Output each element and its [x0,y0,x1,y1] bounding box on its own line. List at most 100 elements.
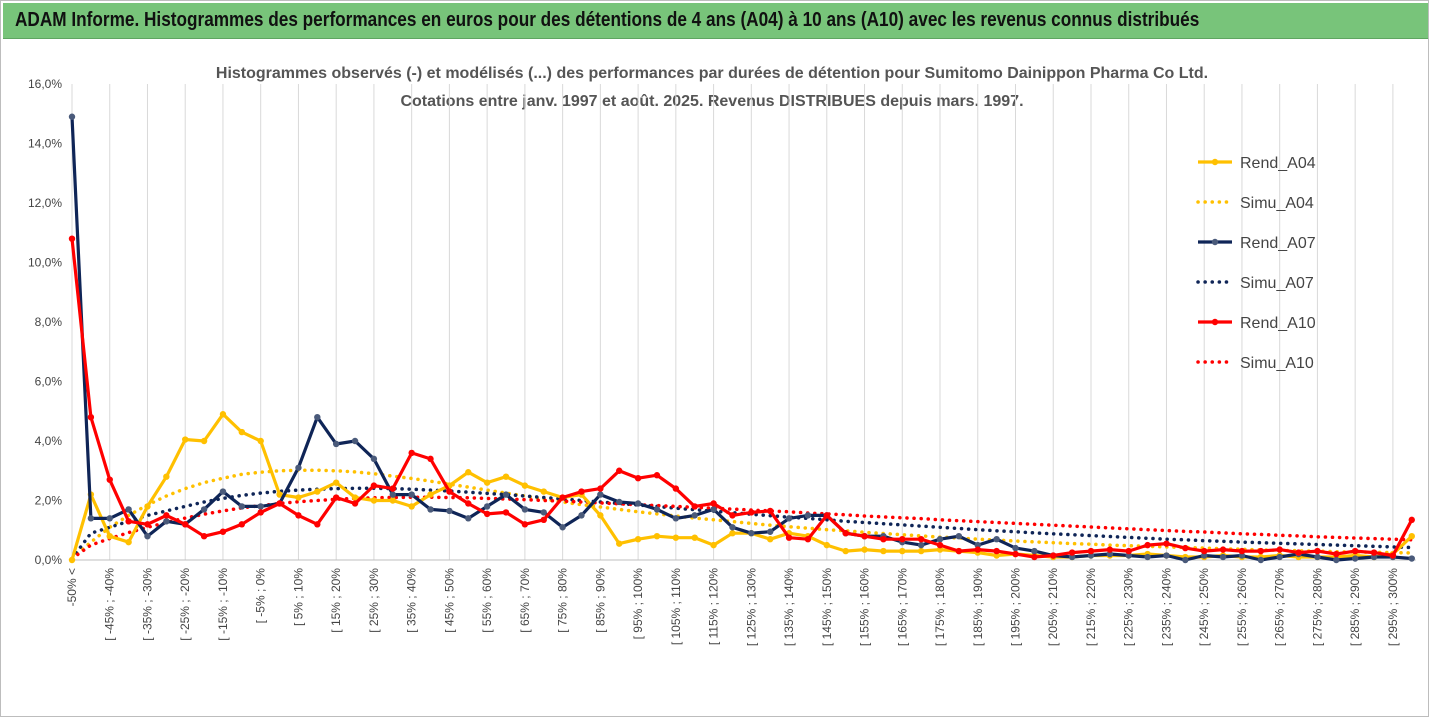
data-point-rend-a10 [1370,549,1378,556]
report-title: ADAM Informe. Histogrammes des performan… [15,9,1200,31]
x-tick-label: [ 215% ; 220% [1084,568,1098,646]
x-tick-label: [ 265% ; 270% [1273,568,1287,646]
data-point-rend-a10 [182,521,189,528]
data-point-rend-a07 [559,524,566,531]
data-point-rend-a10 [427,455,434,463]
data-point-rend-a04 [144,503,151,510]
data-point-rend-a07 [578,512,585,519]
data-point-rend-a07 [917,541,925,549]
data-point-rend-a07 [672,515,680,522]
data-point-rend-a10 [314,521,321,528]
data-point-rend-a10 [238,521,246,528]
data-point-rend-a10 [899,535,906,543]
data-point-rend-a04 [729,530,736,537]
data-point-rend-a07 [427,506,434,513]
x-tick-label: [ 55% ; 60% [480,568,494,633]
x-tick-label: [ 145% ; 150% [820,568,834,646]
data-point-rend-a04 [465,469,472,476]
x-tick-label: [ -45% ; -40% [103,568,117,641]
data-point-rend-a10 [332,494,340,501]
chart-subtitle: Cotations entre janv. 1997 et août. 2025… [400,93,1023,110]
data-point-rend-a04 [332,479,340,486]
data-point-rend-a07 [1201,552,1208,559]
data-point-rend-a07 [408,491,415,498]
data-point-rend-a10 [842,530,849,537]
data-point-rend-a04 [634,535,642,543]
data-point-rend-a04 [219,411,227,418]
data-point-rend-a10 [729,512,736,519]
x-tick-label: [ 45% ; 50% [442,568,456,633]
x-tick-label: [ 235% ; 240% [1159,568,1173,646]
data-point-rend-a04 [163,473,170,480]
y-tick-label: 16,0% [28,77,62,91]
data-point-rend-a10 [87,414,95,421]
data-point-rend-a07 [1012,544,1019,552]
data-point-rend-a04 [653,533,661,540]
data-point-rend-a10 [748,509,755,516]
data-point-rend-a10 [200,533,208,540]
data-point-rend-a04 [766,535,774,543]
chart-title: Histogrammes observés (-) et modélisés (… [216,65,1208,82]
data-point-rend-a04 [1408,533,1415,540]
data-point-rend-a10 [276,500,283,507]
data-point-rend-a07 [1238,552,1246,559]
data-point-rend-a10 [257,509,264,516]
data-point-rend-a10 [1182,544,1189,552]
data-point-rend-a07 [332,440,340,448]
data-point-rend-a07 [993,535,1000,543]
data-point-rend-a10 [616,467,623,474]
data-point-rend-a07 [634,500,642,507]
data-point-rend-a07 [1087,552,1095,559]
data-point-rend-a04 [182,436,189,443]
x-tick-label: [ 125% ; 130% [744,568,758,646]
data-point-rend-a10 [861,533,868,540]
legend: Rend_A04 Simu_A04 Rend_A07 Simu_A07 Rend_A10… [1196,155,1316,372]
data-point-rend-a10 [691,503,698,510]
x-tick-label: [ 115% ; 120% [707,568,721,645]
legend-marker-rend-a10 [1211,318,1219,326]
data-point-rend-a10 [1295,549,1302,556]
data-point-rend-a07 [1125,552,1132,559]
data-point-rend-a10 [163,512,170,519]
data-point-rend-a07 [1144,553,1151,561]
series-line-simu-a10 [70,495,1414,561]
data-point-rend-a04 [238,428,246,436]
data-point-rend-a10 [1050,552,1057,559]
x-tick-label: [ 275% ; 280% [1310,568,1324,646]
y-tick-label: 12,0% [28,196,62,210]
data-point-rend-a10 [823,512,830,519]
legend-label-rend-a07: Rend_A07 [1240,235,1316,252]
x-tick-label: [ 155% ; 160% [858,568,872,646]
data-point-rend-a04 [408,503,415,510]
data-point-rend-a04 [314,488,321,495]
data-point-rend-a07 [389,491,396,498]
data-point-rend-a07 [370,455,378,463]
data-point-rend-a10 [917,535,925,543]
data-point-rend-a07 [1276,553,1283,561]
data-point-rend-a04 [502,473,510,480]
data-point-rend-a07 [710,506,717,513]
data-point-rend-a07 [314,414,321,421]
data-point-rend-a07 [691,512,698,519]
data-point-rend-a04 [917,547,925,555]
data-point-rend-a10 [446,488,453,495]
data-point-rend-a10 [351,500,359,507]
x-tick-label: [ -15% ; -10% [216,568,230,641]
x-tick-label: [ 185% ; 190% [971,568,985,646]
data-point-rend-a04 [200,437,208,445]
data-point-rend-a10 [653,472,661,479]
x-tick-label: [ 135% ; 140% [782,568,796,646]
x-tick-label: [ 165% ; 170% [895,568,909,646]
data-point-rend-a10 [68,235,76,242]
data-point-rend-a04 [861,546,868,553]
y-axis: 0,0% 2,0% 4,0% 6,0% 8,0% 10,0% 12,0% 14,0% 16,0% [28,77,62,567]
data-point-rend-a04 [710,541,717,549]
x-tick-label: [ 195% ; 200% [1009,568,1023,646]
legend-label-simu-a07: Simu_A07 [1240,275,1314,292]
data-point-rend-a04 [936,546,944,553]
data-point-rend-a10 [1408,516,1415,524]
data-point-rend-a07 [955,533,963,540]
data-point-rend-a07 [125,506,132,513]
data-point-rend-a10 [370,482,378,489]
data-point-rend-a04 [672,534,680,541]
